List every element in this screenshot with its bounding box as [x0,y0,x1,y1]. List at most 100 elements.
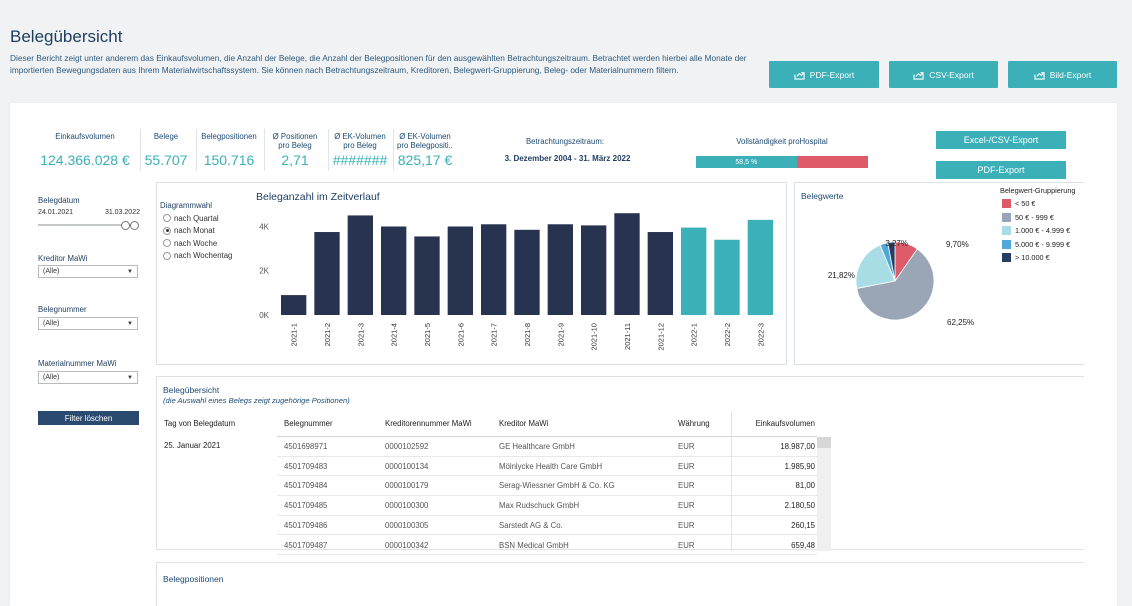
pdf-export-action-button[interactable]: PDF-Export [936,161,1066,179]
kpi-label-line: Ø Positionen [272,132,318,141]
kpi-ek-pro-beleg-value: ####### [332,152,388,168]
filter-materialnummer-dropdown[interactable]: (Alle) ▼ [38,371,138,384]
dropdown-value: (Alle) [43,320,60,327]
belegubersicht-table-panel: Belegübersicht (die Auswahl eines Belegs… [156,376,1084,556]
bar-2021-6[interactable] [447,226,473,315]
table-column-header[interactable]: Währung [678,419,710,428]
bar-2021-4[interactable] [381,226,407,315]
legend-label: 1.000 € - 4.999 € [1015,226,1071,236]
radio-icon[interactable] [163,239,171,248]
diagrammwahl-option[interactable]: nach Woche [163,237,232,250]
dashboard-card: Einkaufsvolumen 124.366.028 € Belege 55.… [10,103,1117,606]
table-column-header[interactable]: Kreditor MaWi [499,419,549,428]
completeness-value: 58,5 % [735,158,758,166]
table-cell: 4501709483 [284,461,328,471]
legend-item[interactable]: 5.000 € - 9.999 € [1002,238,1070,252]
radio-icon[interactable] [163,251,171,260]
x-tick-label: 2021-4 [390,323,399,346]
bar-2022-2[interactable] [714,239,740,315]
diagrammwahl-option[interactable]: nach Wochentag [163,250,232,263]
bar-2021-1[interactable] [281,295,307,315]
diagrammwahl-option[interactable]: nach Monat [163,225,232,238]
table-cell: Mölnlycke Health Care GmbH [499,461,603,471]
excel-csv-export-button[interactable]: Excel-/CSV-Export [936,131,1066,149]
pie-legend-title: Belegwert-Gruppierung [1000,186,1076,195]
kpi-label-line: pro Beleg [278,141,312,150]
table-row[interactable]: 4501698971 0000102592 GE Healthcare GmbH EU… [277,437,817,457]
filter-date-to[interactable]: 31.03.2022 [104,209,140,216]
filter-belegnummer-dropdown[interactable]: (Alle) ▼ [38,317,138,330]
table-scrollbar[interactable] [817,437,831,551]
diagrammwahl-option[interactable]: nach Quartal [163,212,232,225]
kpi-positionen-pro-beleg-value: 2,71 [281,152,309,168]
bar-2021-10[interactable] [581,225,607,315]
table-cell: 260,15 [791,520,815,530]
bar-2022-1[interactable] [681,227,707,315]
bar-2021-8[interactable] [514,229,540,315]
table-cell: GE Healthcare GmbH [499,442,575,451]
table-column-header[interactable]: Tag von Belegdatum [164,419,236,428]
kpi-positionen-pro-beleg-label: Ø Positionen pro Beleg [264,132,326,150]
x-tick-label: 2021-3 [356,323,365,346]
bar-2021-7[interactable] [481,224,507,315]
kpi-ek-pro-position-value: 825,17 € [397,152,453,168]
bar-2021-3[interactable] [347,215,373,315]
table-column-header[interactable]: Kreditorennummer MaWi [385,419,472,428]
table-cell: 0000100134 [385,461,429,471]
slider-handle-left[interactable] [121,221,130,230]
table-column-header[interactable]: Belegnummer [284,419,333,428]
slider-handle-right[interactable] [130,221,139,230]
dropdown-value: (Alle) [43,374,60,381]
pdf-export-button[interactable]: PDF-Export [769,61,879,88]
table-row[interactable]: 4501709486 0000100305 Sarstedt AG & Co. EUR… [277,516,817,536]
radio-icon[interactable] [163,226,171,235]
table-row[interactable]: 4501709485 0000100300 Max Rudschuck GmbH EU… [277,496,817,516]
table-column-header[interactable]: Einkaufsvolumen [755,419,815,428]
filter-date-from[interactable]: 24.01.2021 [38,209,74,216]
date-range-slider[interactable] [38,224,139,226]
radio-label: nach Monat [174,226,215,236]
bar-2021-2[interactable] [314,232,340,315]
radio-icon[interactable] [163,214,171,223]
image-export-button[interactable]: Bild-Export [1008,61,1117,88]
x-tick-label: 2021-1 [290,323,299,346]
table-row[interactable]: 4501709483 0000100134 Mölnlycke Health Car… [277,457,817,477]
table-cell: EUR [678,540,695,550]
x-tick-label: 2021-11 [623,323,632,350]
bar-2021-11[interactable] [614,213,640,315]
table-cell: 0000102592 [385,442,429,451]
radio-label: nach Wochentag [174,251,233,261]
pie-data-label: 21,82% [828,271,855,280]
pie-data-label: 62,25% [947,318,974,327]
csv-export-button[interactable]: CSV-Export [889,61,998,88]
bar-2021-9[interactable] [547,224,573,315]
pie-slice-2[interactable] [855,244,896,289]
bar-2021-5[interactable] [414,236,440,315]
pie-slice-1[interactable] [856,248,935,321]
kpi-divider [140,129,141,171]
bar-2022-3[interactable] [747,219,773,315]
filter-kreditor-dropdown[interactable]: (Alle) ▼ [38,265,138,278]
legend-item[interactable]: 1.000 € - 4.999 € [1002,224,1070,238]
kpi-belege-label: Belege [153,132,179,141]
filter-clear-button[interactable]: Filter löschen [38,411,139,425]
scrollbar-thumb[interactable] [817,437,831,448]
table-row[interactable]: 4501709484 0000100179 Serag-Wiessner GmbH … [277,476,817,497]
table-cell: 4501698971 [284,442,328,451]
filter-kreditor-label: Kreditor MaWi [38,254,88,263]
bar-2021-12[interactable] [647,232,673,315]
bar-chart-title: Beleganzahl im Zeitverlauf [256,191,380,203]
pie-slice-4[interactable] [887,241,896,282]
x-tick-label: 2021-6 [456,323,465,346]
pie-chart-title: Belegwerte [801,191,844,201]
legend-item[interactable]: > 10.000 € [1002,251,1070,265]
period-value: 3. Dezember 2004 - 31. März 2022 [504,154,631,163]
completeness-label: Vollständigkeit proHospital [736,137,828,146]
legend-item[interactable]: 50 € - 999 € [1002,211,1070,225]
legend-item[interactable]: < 50 € [1002,197,1070,211]
table-cell: 4501709487 [284,540,328,550]
table-row[interactable]: 4501709487 0000100342 BSN Medical GmbH EUR 6… [277,536,817,556]
table-cell: Serag-Wiessner GmbH & Co. KG [499,481,615,491]
filter-belegdatum-label: Belegdatum [38,196,80,205]
kpi-ek-pro-position-label: Ø EK-Volumen pro Belegpositi.. [393,132,457,150]
